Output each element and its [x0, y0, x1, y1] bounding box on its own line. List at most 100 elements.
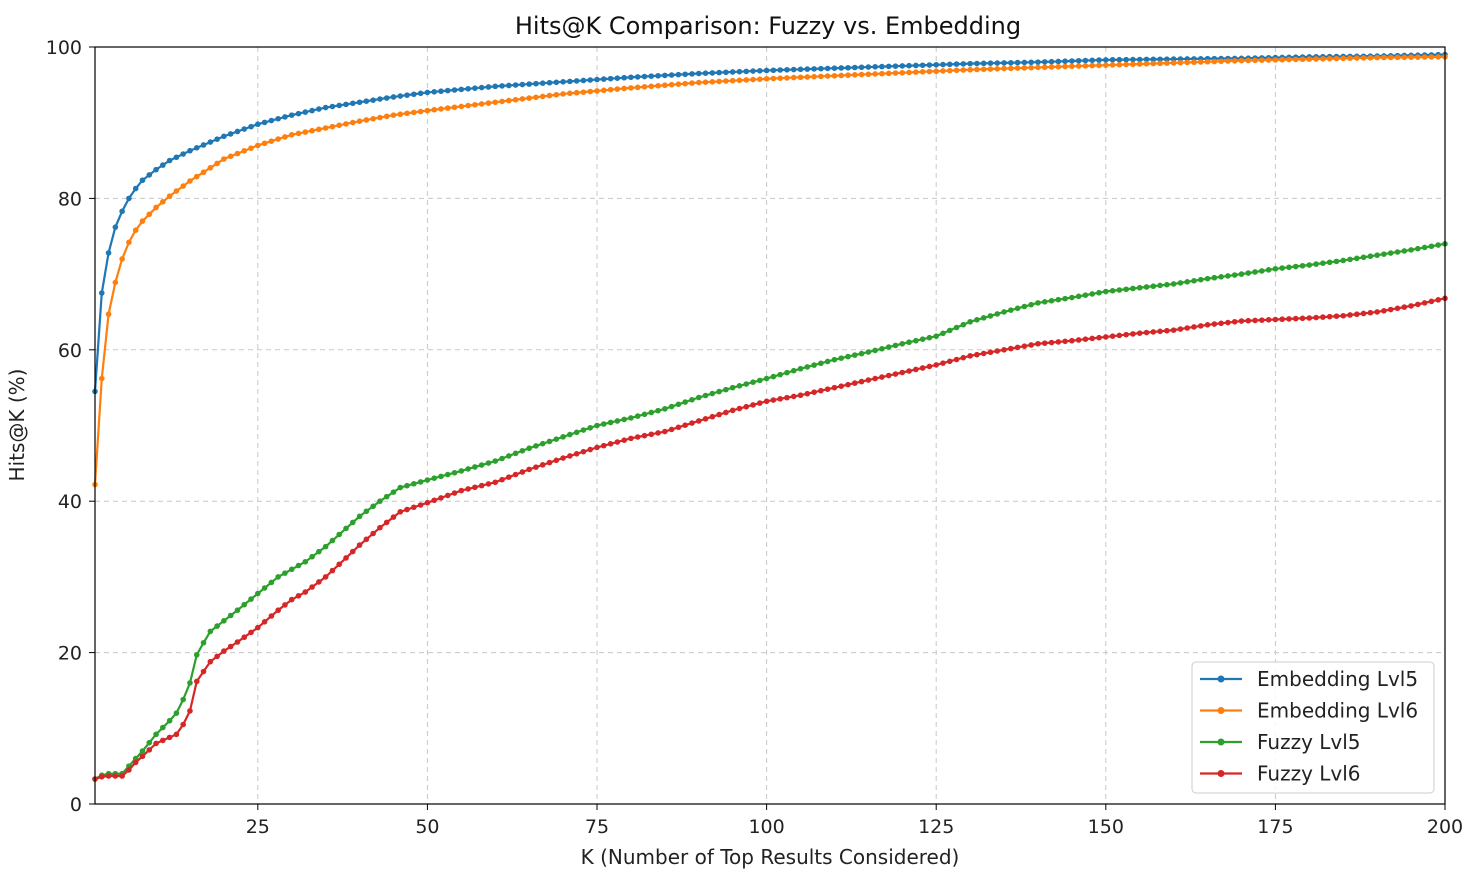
x-axis-label: K (Number of Top Results Considered) — [581, 845, 960, 869]
data-point — [404, 482, 410, 489]
data-point — [702, 392, 709, 399]
data-point — [614, 86, 621, 92]
legend-marker — [1217, 675, 1225, 683]
data-point — [736, 68, 743, 75]
data-point — [1286, 264, 1292, 271]
data-point — [1211, 274, 1218, 281]
data-point — [628, 415, 634, 421]
data-point — [662, 406, 668, 412]
data-point — [913, 62, 919, 69]
data-point — [967, 60, 973, 67]
data-point — [1170, 60, 1177, 66]
data-point — [892, 342, 899, 349]
data-point — [234, 639, 241, 645]
data-point — [119, 208, 125, 215]
data-point — [1055, 63, 1062, 70]
data-point — [288, 132, 295, 138]
data-point — [716, 78, 722, 85]
data-point — [824, 386, 831, 392]
data-point — [1143, 56, 1150, 63]
data-point — [1408, 54, 1414, 61]
data-point — [1367, 309, 1374, 316]
data-point — [411, 91, 417, 98]
data-point — [1421, 244, 1428, 251]
data-point — [485, 481, 492, 487]
data-point — [811, 389, 817, 395]
data-point — [655, 82, 661, 89]
data-point — [519, 81, 526, 88]
data-point — [967, 318, 973, 325]
data-point — [499, 83, 505, 89]
data-point — [587, 88, 594, 95]
data-point — [634, 84, 641, 91]
data-point — [960, 354, 967, 361]
data-point — [1014, 305, 1021, 312]
data-point — [852, 380, 858, 386]
data-point — [607, 86, 614, 93]
data-point — [960, 321, 967, 328]
data-point — [831, 384, 838, 391]
data-point — [858, 64, 865, 71]
series-fuzzy-lvl5 — [92, 241, 1448, 782]
data-point — [1292, 263, 1299, 270]
data-point — [831, 72, 838, 79]
data-point — [913, 69, 919, 75]
data-point — [750, 402, 756, 408]
data-point — [356, 542, 363, 548]
data-point — [173, 710, 180, 716]
data-point — [1048, 297, 1055, 304]
data-point — [383, 95, 390, 101]
data-point — [1326, 55, 1333, 62]
data-point — [628, 85, 634, 91]
data-point — [804, 74, 811, 80]
data-point — [763, 375, 770, 382]
data-point — [1231, 58, 1238, 64]
data-point — [967, 66, 973, 73]
data-point — [784, 394, 790, 401]
data-point — [241, 148, 248, 154]
data-point — [1089, 62, 1096, 69]
data-point — [322, 125, 329, 131]
data-point — [573, 429, 580, 436]
data-point — [614, 75, 621, 81]
data-point — [1238, 318, 1245, 324]
data-point — [383, 493, 390, 500]
data-point — [702, 79, 709, 85]
data-point — [478, 482, 485, 489]
series-embedding-lvl6 — [92, 54, 1448, 488]
data-point — [838, 72, 845, 79]
data-point — [316, 579, 322, 585]
data-point — [193, 678, 200, 685]
data-point — [458, 468, 465, 474]
data-point — [1021, 343, 1028, 349]
data-point — [180, 721, 186, 728]
data-point — [1333, 258, 1340, 265]
data-point — [906, 62, 912, 69]
data-point — [1062, 295, 1068, 302]
data-point — [397, 509, 404, 515]
data-point — [302, 558, 309, 565]
data-point — [1191, 59, 1197, 66]
data-point — [160, 737, 166, 744]
data-point — [716, 388, 722, 395]
data-point — [1170, 281, 1177, 287]
data-point — [1347, 55, 1353, 61]
data-point — [424, 477, 431, 483]
data-point — [512, 450, 519, 457]
data-point — [268, 117, 275, 124]
data-point — [953, 356, 960, 363]
data-point — [1069, 58, 1075, 64]
data-point — [234, 128, 241, 135]
data-point — [1130, 61, 1136, 68]
data-point — [852, 72, 858, 78]
data-point — [1123, 61, 1129, 68]
data-point — [1130, 56, 1136, 63]
data-point — [465, 85, 471, 92]
data-point — [1421, 300, 1428, 306]
data-point — [790, 367, 797, 374]
data-point — [512, 96, 519, 103]
data-point — [960, 67, 967, 73]
data-point — [485, 100, 492, 106]
data-point — [946, 358, 953, 365]
data-point — [1401, 248, 1408, 254]
